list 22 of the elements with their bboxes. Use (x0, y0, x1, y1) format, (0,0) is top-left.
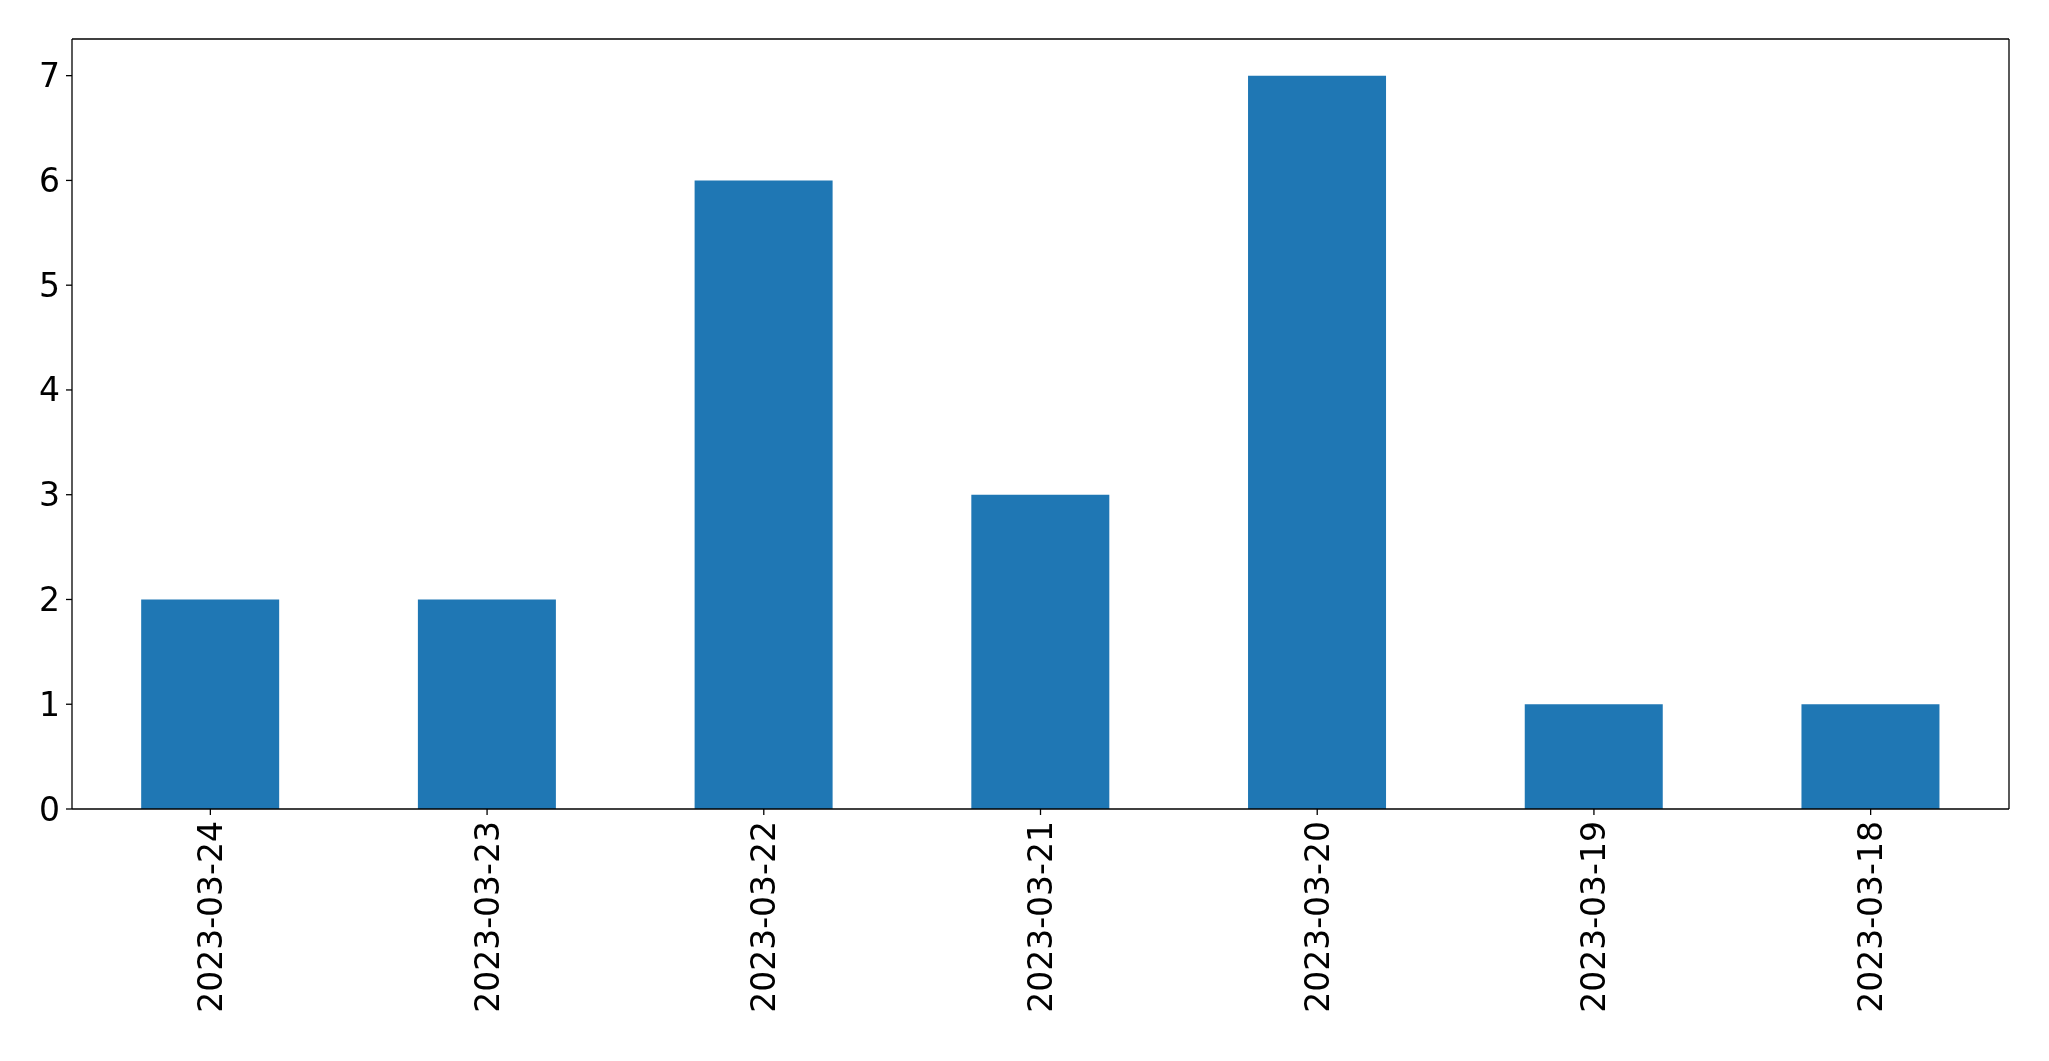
x-tick-label: 2023-03-21 (1021, 821, 1060, 1013)
y-tick-label: 6 (39, 160, 60, 200)
bar (1248, 75, 1387, 809)
bar (141, 599, 280, 809)
bar (417, 599, 556, 809)
y-tick-label: 5 (39, 265, 60, 305)
bar (1801, 704, 1940, 809)
x-tick-label: 2023-03-23 (467, 821, 507, 1013)
x-tick-label: 2023-03-22 (744, 821, 784, 1013)
y-tick-label: 4 (39, 370, 60, 410)
bar (694, 180, 833, 809)
y-tick-label: 3 (39, 475, 60, 515)
y-tick-label: 7 (39, 56, 60, 96)
y-tick-label: 1 (39, 684, 60, 724)
x-tick-label: 2023-03-19 (1574, 821, 1614, 1013)
x-tick-label: 2023-03-18 (1851, 821, 1891, 1013)
x-tick-label: 2023-03-24 (190, 821, 230, 1013)
bar (971, 494, 1110, 809)
bar (1524, 704, 1663, 809)
x-tick-label: 2023-03-20 (1297, 821, 1337, 1013)
y-tick-label: 2 (39, 579, 60, 619)
y-tick-label: 0 (39, 789, 60, 829)
